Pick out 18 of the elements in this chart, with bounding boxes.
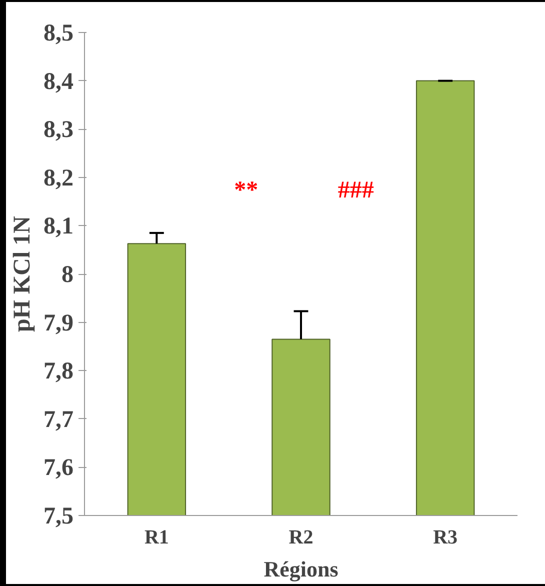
y-tick-label: 8 bbox=[62, 262, 74, 288]
y-tick-label: 8,5 bbox=[44, 20, 74, 46]
y-tick-label: 8,4 bbox=[44, 68, 74, 95]
x-axis-title: Régions bbox=[264, 556, 339, 582]
y-tick-label: 8,3 bbox=[44, 117, 74, 144]
x-tick-label: R2 bbox=[288, 526, 314, 548]
y-tick-label: 7,7 bbox=[44, 406, 74, 433]
y-tick-label: 7,9 bbox=[44, 310, 74, 336]
y-axis-title: pH KCl 1N bbox=[10, 215, 36, 332]
y-tick-label: 8,2 bbox=[44, 165, 74, 192]
annotation: ### bbox=[338, 178, 374, 204]
x-tick-label: R3 bbox=[433, 526, 458, 548]
y-tick-label: 8,1 bbox=[44, 214, 74, 240]
x-tick-label: R1 bbox=[144, 526, 169, 548]
annotation: ** bbox=[234, 178, 258, 204]
y-tick-label: 7,8 bbox=[44, 358, 74, 385]
y-tick-label: 7,5 bbox=[44, 504, 74, 530]
y-tick-label: 7,6 bbox=[44, 455, 74, 482]
